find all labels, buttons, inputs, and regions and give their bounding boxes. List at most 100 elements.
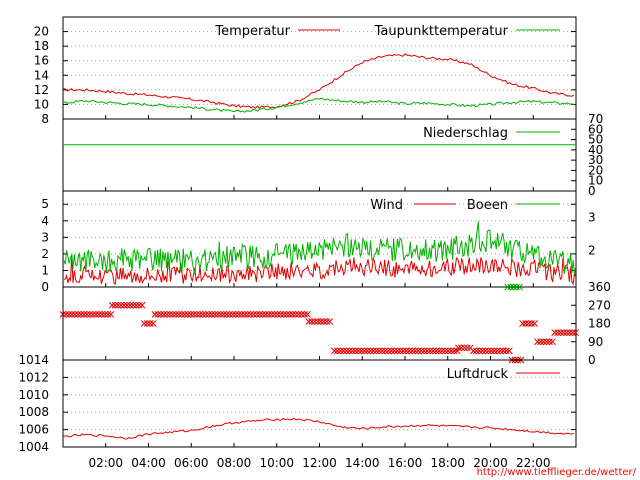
wind-direction-marker	[289, 311, 296, 318]
wind-direction-marker	[326, 318, 334, 325]
wind-direction-marker	[420, 347, 428, 355]
wind-direction-marker	[146, 320, 154, 327]
wind-direction-marker	[169, 311, 177, 318]
panel-wind: 0 1 2 3 4 5 2 3 Wind Boeen	[41, 190, 596, 294]
x-tick-label: 12:00	[302, 456, 337, 470]
wind-direction-marker	[262, 311, 269, 318]
wind-direction-marker	[80, 311, 88, 318]
wind-direction-marker	[238, 311, 246, 318]
wind-direction-marker	[479, 347, 486, 355]
wind-direction-marker	[455, 344, 462, 352]
wind-direction-marker	[435, 347, 443, 355]
wind-direction-marker	[507, 283, 514, 291]
wind-direction-marker	[138, 301, 146, 309]
x-tick-label: 14:00	[345, 456, 380, 470]
wind-direction-marker	[496, 347, 504, 355]
wind-direction-marker	[423, 347, 431, 355]
wind-direction-marker	[120, 301, 128, 309]
wind-direction-marker	[438, 347, 446, 355]
wind-direction-marker	[126, 301, 134, 309]
wind-direction-marker	[364, 347, 371, 355]
wind-direction-marker	[250, 311, 258, 318]
y-tick-label: 0	[41, 280, 49, 294]
y-tick-label: 2	[41, 247, 49, 261]
wind-direction-marker	[396, 347, 404, 355]
x-tick-label: 06:00	[174, 456, 209, 470]
wind-direction-marker	[163, 311, 171, 318]
legend-label: Wind	[370, 198, 403, 213]
wind-direction-marker	[298, 311, 305, 318]
wind-direction-marker	[280, 311, 287, 318]
wind-direction-marker	[461, 344, 468, 352]
wind-direction-marker	[499, 347, 507, 355]
wind-direction-marker	[190, 311, 198, 318]
wind-direction-marker	[83, 311, 91, 318]
wind-direction-marker	[311, 318, 319, 325]
wind-direction-marker	[107, 311, 115, 318]
x-tick-label: 08:00	[217, 456, 252, 470]
legend-label: Boeen	[467, 198, 508, 213]
wind-direction-marker	[305, 318, 313, 325]
wind-direction-marker	[405, 347, 413, 355]
wind-direction-marker	[393, 347, 401, 355]
wind-direction-marker	[554, 329, 561, 336]
y-tick-label: 10	[588, 174, 603, 188]
wind-direction-marker	[247, 311, 255, 318]
wind-direction-marker	[301, 311, 308, 318]
wind-direction-marker	[493, 347, 501, 355]
y-tick-label: 30	[588, 153, 603, 167]
x-tick-label: 10:00	[259, 456, 294, 470]
wind-direction-marker	[528, 320, 535, 327]
wind-direction-marker	[256, 311, 264, 318]
wind-direction-marker	[74, 311, 82, 318]
wind-direction-marker	[241, 311, 249, 318]
wind-direction-marker	[375, 347, 383, 355]
wind-direction-marker	[516, 283, 523, 291]
wind-direction-marker	[196, 311, 204, 318]
wind-direction-marker	[464, 344, 471, 352]
wind-direction-marker	[320, 318, 328, 325]
x-tick-label: 02:00	[88, 456, 123, 470]
y-tick-label: 1006	[18, 423, 49, 437]
footer-url[interactable]: http://www.tiefflieger.de/wetter/	[477, 467, 637, 478]
wind-direction-marker	[217, 311, 225, 318]
wind-direction-marker	[220, 311, 228, 318]
x-tick-label: 22:00	[516, 456, 551, 470]
y-tick-label: 1012	[18, 370, 49, 384]
legend-label: Niederschlag	[423, 126, 508, 141]
wind-direction-marker	[485, 347, 492, 355]
right-axis-label: 3	[588, 210, 596, 224]
y-tick-label: 90	[588, 335, 603, 349]
y-tick-label: 40	[588, 143, 603, 157]
wind-direction-marker	[417, 347, 425, 355]
wind-direction-marker	[346, 347, 353, 355]
wind-direction-marker	[160, 311, 168, 318]
wind-direction-marker	[140, 320, 148, 327]
wind-direction-marker	[98, 311, 106, 318]
wind-direction-marker	[543, 338, 550, 346]
wind-direction-marker	[71, 311, 79, 318]
wind-direction-marker	[244, 311, 252, 318]
wind-direction-marker	[129, 301, 137, 309]
wind-direction-marker	[104, 311, 112, 318]
wind-direction-marker	[314, 318, 322, 325]
wind-direction-marker	[68, 311, 76, 318]
wind-direction-marker	[59, 311, 67, 318]
wind-direction-marker	[473, 347, 480, 355]
y-tick-label: 1004	[18, 440, 49, 454]
wind-direction-marker	[513, 283, 520, 291]
wind-direction-marker	[411, 347, 419, 355]
wind-direction-marker	[361, 347, 368, 355]
wind-direction-marker	[304, 311, 311, 318]
wind-direction-marker	[549, 338, 556, 346]
wind-direction-marker	[187, 311, 195, 318]
wind-direction-marker	[387, 347, 395, 355]
wind-direction-marker	[193, 311, 201, 318]
y-tick-label: 4	[41, 214, 49, 228]
wind-direction-marker	[504, 283, 511, 291]
wind-direction-marker	[274, 311, 281, 318]
wind-direction-marker	[482, 347, 489, 355]
wind-direction-marker	[358, 347, 365, 355]
